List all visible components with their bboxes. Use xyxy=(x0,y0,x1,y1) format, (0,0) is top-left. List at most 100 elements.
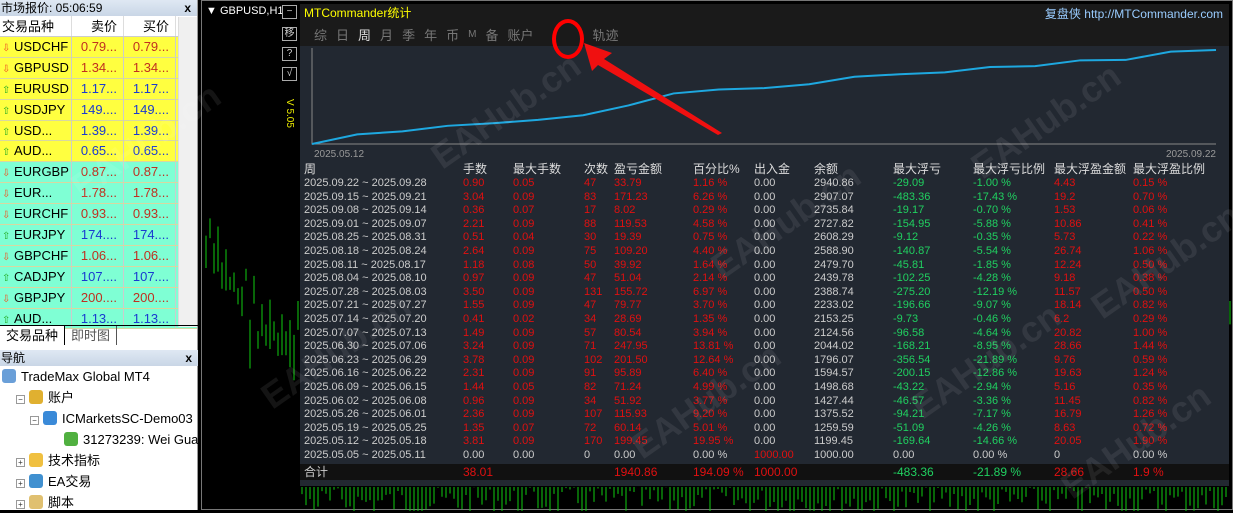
table-row[interactable]: 2025.09.08 ~ 2025.09.14 0.36 0.07 17 8.02 0.2… xyxy=(300,204,1229,218)
total-cell: -21.89 % xyxy=(973,465,1022,480)
column-header[interactable]: 最大浮亏比例 xyxy=(973,162,1046,176)
cell: 2025.06.16 ~ 2025.06.22 xyxy=(304,367,427,380)
cell: 50 xyxy=(584,258,597,271)
symbol-row[interactable]: ⇧ USDJPY 149.... 149.... xyxy=(0,99,197,121)
navigator-item[interactable]: 31273239: Wei Gua xyxy=(0,429,198,450)
close-icon[interactable]: x xyxy=(185,351,192,365)
table-row[interactable]: 2025.07.14 ~ 2025.07.20 0.41 0.02 34 28.69 1.… xyxy=(300,313,1229,327)
symbol-row[interactable]: ⇧ CADJPY 107.... 107.... xyxy=(0,266,197,288)
price-chart[interactable]: ▼ GBPUSD,H1 − 移 ? √ V 5.05 MTCommander统计… xyxy=(201,0,1233,511)
column-header[interactable]: 最大浮亏 xyxy=(893,162,942,176)
website-link[interactable]: http://MTCommander.com xyxy=(1084,7,1223,21)
symbol-row[interactable]: ⇧ AUD... 1.13... 1.13... xyxy=(0,308,197,330)
ask-cell: 1.34... xyxy=(124,57,176,78)
check-button[interactable]: √ xyxy=(282,67,297,81)
scrollbar[interactable] xyxy=(178,17,197,327)
annotation-arrow xyxy=(584,43,722,135)
table-row[interactable]: 2025.09.15 ~ 2025.09.21 3.04 0.09 83 171.23 6… xyxy=(300,191,1229,205)
navigator-item[interactable]: TradeMax Global MT4 xyxy=(0,366,198,387)
table-row[interactable]: 2025.08.11 ~ 2025.08.17 1.18 0.08 50 39.92 1.… xyxy=(300,259,1229,273)
column-header[interactable]: 百分比% xyxy=(693,162,740,176)
tab-5[interactable]: 年 xyxy=(424,27,438,43)
table-row[interactable]: 2025.05.12 ~ 2025.05.18 3.81 0.09 170 199.45… xyxy=(300,435,1229,449)
column-header[interactable]: 盈亏金额 xyxy=(614,162,663,176)
minimize-button[interactable]: − xyxy=(282,5,297,19)
table-row[interactable]: 2025.07.28 ~ 2025.08.03 3.50 0.09 131 155.72… xyxy=(300,286,1229,300)
table-row[interactable]: 2025.05.05 ~ 2025.05.11 0.00 0.00 0 0.00 0.00… xyxy=(300,449,1229,463)
collapse-icon[interactable]: − xyxy=(16,395,25,404)
table-row[interactable]: 2025.06.16 ~ 2025.06.22 2.31 0.09 91 95.89 6.… xyxy=(300,367,1229,381)
close-icon[interactable]: x xyxy=(184,1,191,15)
symbol-row[interactable]: ⇩ USDCHF 0.79... 0.79... xyxy=(0,37,197,58)
tab-4[interactable]: 季 xyxy=(402,27,416,43)
table-row[interactable]: 2025.09.22 ~ 2025.09.28 0.90 0.05 47 33.79 1.… xyxy=(300,177,1229,191)
column-header[interactable]: 余额 xyxy=(814,162,839,176)
user-icon xyxy=(64,432,78,446)
cell: 28.66 xyxy=(1054,340,1082,353)
symbol-row[interactable]: ⇧ EURUSD 1.17... 1.17... xyxy=(0,78,197,100)
expand-icon[interactable]: + xyxy=(16,479,25,488)
cell: 4.99 % xyxy=(693,380,728,393)
table-row[interactable]: 2025.07.07 ~ 2025.07.13 1.49 0.09 57 80.54 3.… xyxy=(300,327,1229,341)
column-symbol[interactable]: 交易品种 xyxy=(0,16,72,36)
tab-symbols[interactable]: 交易品种 xyxy=(0,326,66,345)
symbol-row[interactable]: ⇩ EURCHF 0.93... 0.93... xyxy=(0,204,197,226)
cell: -12.19 % xyxy=(973,285,1018,298)
tab-2[interactable]: 周 xyxy=(358,27,372,43)
column-header[interactable]: 手数 xyxy=(463,162,488,176)
tab-3[interactable]: 月 xyxy=(380,27,394,43)
cell: -102.25 xyxy=(893,272,931,285)
column-header[interactable]: 次数 xyxy=(584,162,609,176)
column-header[interactable]: 最大浮盈比例 xyxy=(1133,162,1206,176)
table-row[interactable]: 2025.09.01 ~ 2025.09.07 2.21 0.09 88 119.53 4… xyxy=(300,218,1229,232)
tab-tick-chart[interactable]: 即时图 xyxy=(65,326,118,345)
tab-9[interactable]: 账户 xyxy=(507,27,534,43)
move-button[interactable]: 移 xyxy=(282,27,297,41)
column-ask[interactable]: 买价 xyxy=(124,16,176,36)
expand-icon[interactable]: + xyxy=(16,500,25,509)
table-row[interactable]: 2025.06.23 ~ 2025.06.29 3.78 0.09 102 201.50… xyxy=(300,354,1229,368)
table-row[interactable]: 2025.05.26 ~ 2025.06.01 2.36 0.09 107 115.93… xyxy=(300,408,1229,422)
symbol-row[interactable]: ⇩ EUR... 1.78... 1.78... xyxy=(0,183,197,205)
help-button[interactable]: ? xyxy=(282,47,297,61)
navigator-item[interactable]: − 账户 xyxy=(0,387,198,408)
tab-10[interactable]: 轨迹 xyxy=(592,27,619,43)
cell: 0.09 xyxy=(513,272,535,285)
panel-title-bar: MTCommander统计 复盘侠 http://MTCommander.com xyxy=(300,4,1229,22)
brand-link[interactable]: 复盘侠 http://MTCommander.com xyxy=(1045,5,1223,23)
symbol-row[interactable]: ⇧ USD... 1.39... 1.39... xyxy=(0,120,197,142)
navigator-item[interactable]: − ICMarketsSC-Demo03 xyxy=(0,408,198,429)
table-row[interactable]: 2025.06.09 ~ 2025.06.15 1.44 0.05 82 71.24 4.… xyxy=(300,381,1229,395)
symbol-row[interactable]: ⇩ GBPJPY 200.... 200.... xyxy=(0,287,197,309)
column-header[interactable]: 周 xyxy=(304,162,317,176)
table-row[interactable]: 2025.08.25 ~ 2025.08.31 0.51 0.04 30 19.39 0.… xyxy=(300,231,1229,245)
symbol-row[interactable]: ⇧ EURJPY 174.... 174.... xyxy=(0,225,197,246)
table-row[interactable]: 2025.08.04 ~ 2025.08.10 0.97 0.09 47 51.04 2.… xyxy=(300,272,1229,286)
symbol-row[interactable]: ⇩ EURGBP 0.87... 0.87... xyxy=(0,162,197,184)
cell: 0.00 xyxy=(754,394,776,407)
cell: 2153.25 xyxy=(814,312,854,325)
tab-0[interactable]: 综 xyxy=(314,27,328,43)
column-header[interactable]: 最大手数 xyxy=(513,162,562,176)
tab-6[interactable]: 币 xyxy=(446,27,460,43)
table-row[interactable]: 2025.06.02 ~ 2025.06.08 0.96 0.09 34 51.92 3.… xyxy=(300,395,1229,409)
tab-7[interactable]: M xyxy=(468,28,477,40)
table-row[interactable]: 2025.06.30 ~ 2025.07.06 3.24 0.09 71 247.95 1… xyxy=(300,340,1229,354)
table-row[interactable]: 2025.07.21 ~ 2025.07.27 1.55 0.09 47 79.77 3.… xyxy=(300,299,1229,313)
collapse-icon[interactable]: − xyxy=(30,416,39,425)
table-row[interactable]: 2025.08.18 ~ 2025.08.24 2.64 0.09 75 109.20 4… xyxy=(300,245,1229,259)
expand-icon[interactable]: + xyxy=(16,458,25,467)
navigator-item[interactable]: + 技术指标 xyxy=(0,450,198,471)
tab-8[interactable]: 备 xyxy=(485,27,499,43)
symbol-row[interactable]: ⇩ GBPUSD 1.34... 1.34... xyxy=(0,57,197,79)
column-header[interactable]: 出入金 xyxy=(754,162,791,176)
navigator-item[interactable]: + EA交易 xyxy=(0,471,198,492)
navigator-item[interactable]: + 脚本 xyxy=(0,492,198,513)
symbol-row[interactable]: ⇧ AUD... 0.65... 0.65... xyxy=(0,141,197,163)
tab-1[interactable]: 日 xyxy=(336,27,350,43)
column-bid[interactable]: 卖价 xyxy=(72,16,124,36)
cell: 10.86 xyxy=(1054,217,1082,230)
symbol-row[interactable]: ⇩ GBPCHF 1.06... 1.06... xyxy=(0,245,197,267)
column-header[interactable]: 最大浮盈金额 xyxy=(1054,162,1127,176)
table-row[interactable]: 2025.05.19 ~ 2025.05.25 1.35 0.07 72 60.14 5.… xyxy=(300,422,1229,436)
